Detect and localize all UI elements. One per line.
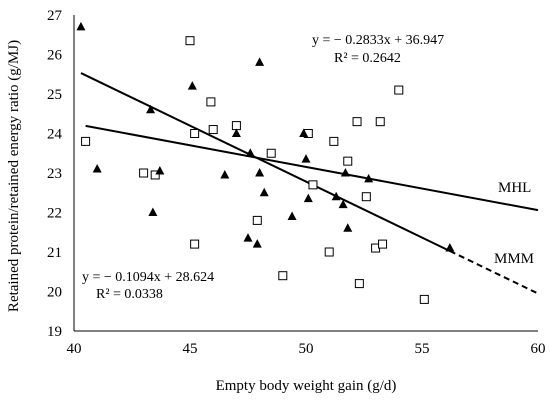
mmm-point (331, 191, 341, 201)
mmm-point (231, 128, 241, 137)
mhl-trendline (85, 124, 539, 212)
mmm-point (76, 21, 86, 31)
y-tick-label: 23 (47, 166, 62, 182)
mhl-point (266, 148, 276, 158)
mhl-line-label: MHL (498, 180, 531, 196)
mmm-point (259, 187, 269, 197)
mhl-point (231, 121, 241, 131)
mmm-point (245, 148, 255, 157)
y-tick-label: 27 (47, 8, 63, 24)
mmm-point (255, 168, 265, 177)
x-tick-label: 45 (183, 341, 198, 357)
axes (73, 15, 538, 332)
mmm-point (255, 57, 265, 66)
mhl-point (419, 294, 429, 304)
mmm-point (445, 243, 455, 252)
y-tick-label: 26 (47, 48, 63, 64)
mhl-point (185, 36, 195, 46)
mhl-point (278, 271, 288, 281)
mhl-point (139, 168, 149, 178)
y-axis-title: Retained protein/retained energy ratio (… (6, 40, 22, 312)
mhl-point (252, 215, 262, 225)
mhl-point (378, 239, 388, 249)
mmm-point (338, 199, 348, 209)
mmm-point (364, 173, 374, 183)
y-tick-label: 19 (47, 324, 62, 340)
mhl-point (352, 117, 362, 127)
mmm-point (148, 207, 158, 216)
mhl-point (81, 136, 91, 146)
y-tick-labels: 19 20 21 22 23 24 25 26 27 (47, 8, 63, 340)
mmm-point (220, 169, 230, 179)
mmm-point (243, 233, 253, 242)
mmm-point (155, 166, 165, 175)
x-tick-label: 50 (299, 341, 314, 357)
mhl-point (324, 247, 334, 257)
mhl-point (208, 125, 218, 135)
x-axis-title: Empty body weight gain (g/d) (216, 378, 397, 394)
mmm-point (301, 154, 311, 163)
mmm-point (187, 81, 197, 90)
x-tick-label: 40 (67, 341, 82, 357)
y-tick-label: 21 (47, 245, 62, 261)
y-tick-label: 25 (47, 87, 62, 103)
mmm-point (287, 211, 297, 220)
data-points (76, 21, 455, 304)
mmm-point (252, 239, 262, 248)
mhl-r2: R² = 0.0338 (96, 287, 163, 302)
mhl-point (375, 117, 385, 127)
mhl-point (150, 170, 160, 180)
mmm-point (340, 168, 350, 177)
mmm-point (92, 164, 102, 173)
mmm-trendline-extension (449, 250, 539, 295)
y-tick-label: 24 (47, 127, 63, 143)
mhl-point (190, 129, 200, 138)
x-tick-labels: 40 45 50 55 60 (67, 341, 546, 357)
mhl-point (308, 180, 318, 190)
mhl-equation: y = − 0.1094x + 28.624 (82, 270, 214, 285)
mhl-point (354, 279, 364, 289)
mhl-point (190, 239, 200, 249)
y-tick-label: 20 (47, 285, 62, 301)
mhl-point (394, 85, 404, 95)
mmm-point (303, 193, 313, 203)
mmm-trendline (80, 72, 451, 252)
x-tick-label: 60 (531, 341, 546, 357)
mhl-point (206, 97, 216, 107)
mmm-line-label: MMM (494, 251, 534, 267)
y-tick-label: 22 (47, 206, 62, 222)
mhl-point (329, 136, 339, 146)
mmm-equation: y = − 0.2833x + 36.947 (312, 33, 444, 48)
mhl-point (343, 156, 353, 166)
mmm-point (343, 223, 353, 232)
mmm-point (146, 104, 156, 114)
mmm-point (299, 128, 309, 137)
trendlines (80, 72, 539, 295)
x-tick-label: 55 (415, 341, 430, 357)
mhl-point (361, 192, 371, 202)
mmm-r2: R² = 0.2642 (334, 51, 401, 66)
